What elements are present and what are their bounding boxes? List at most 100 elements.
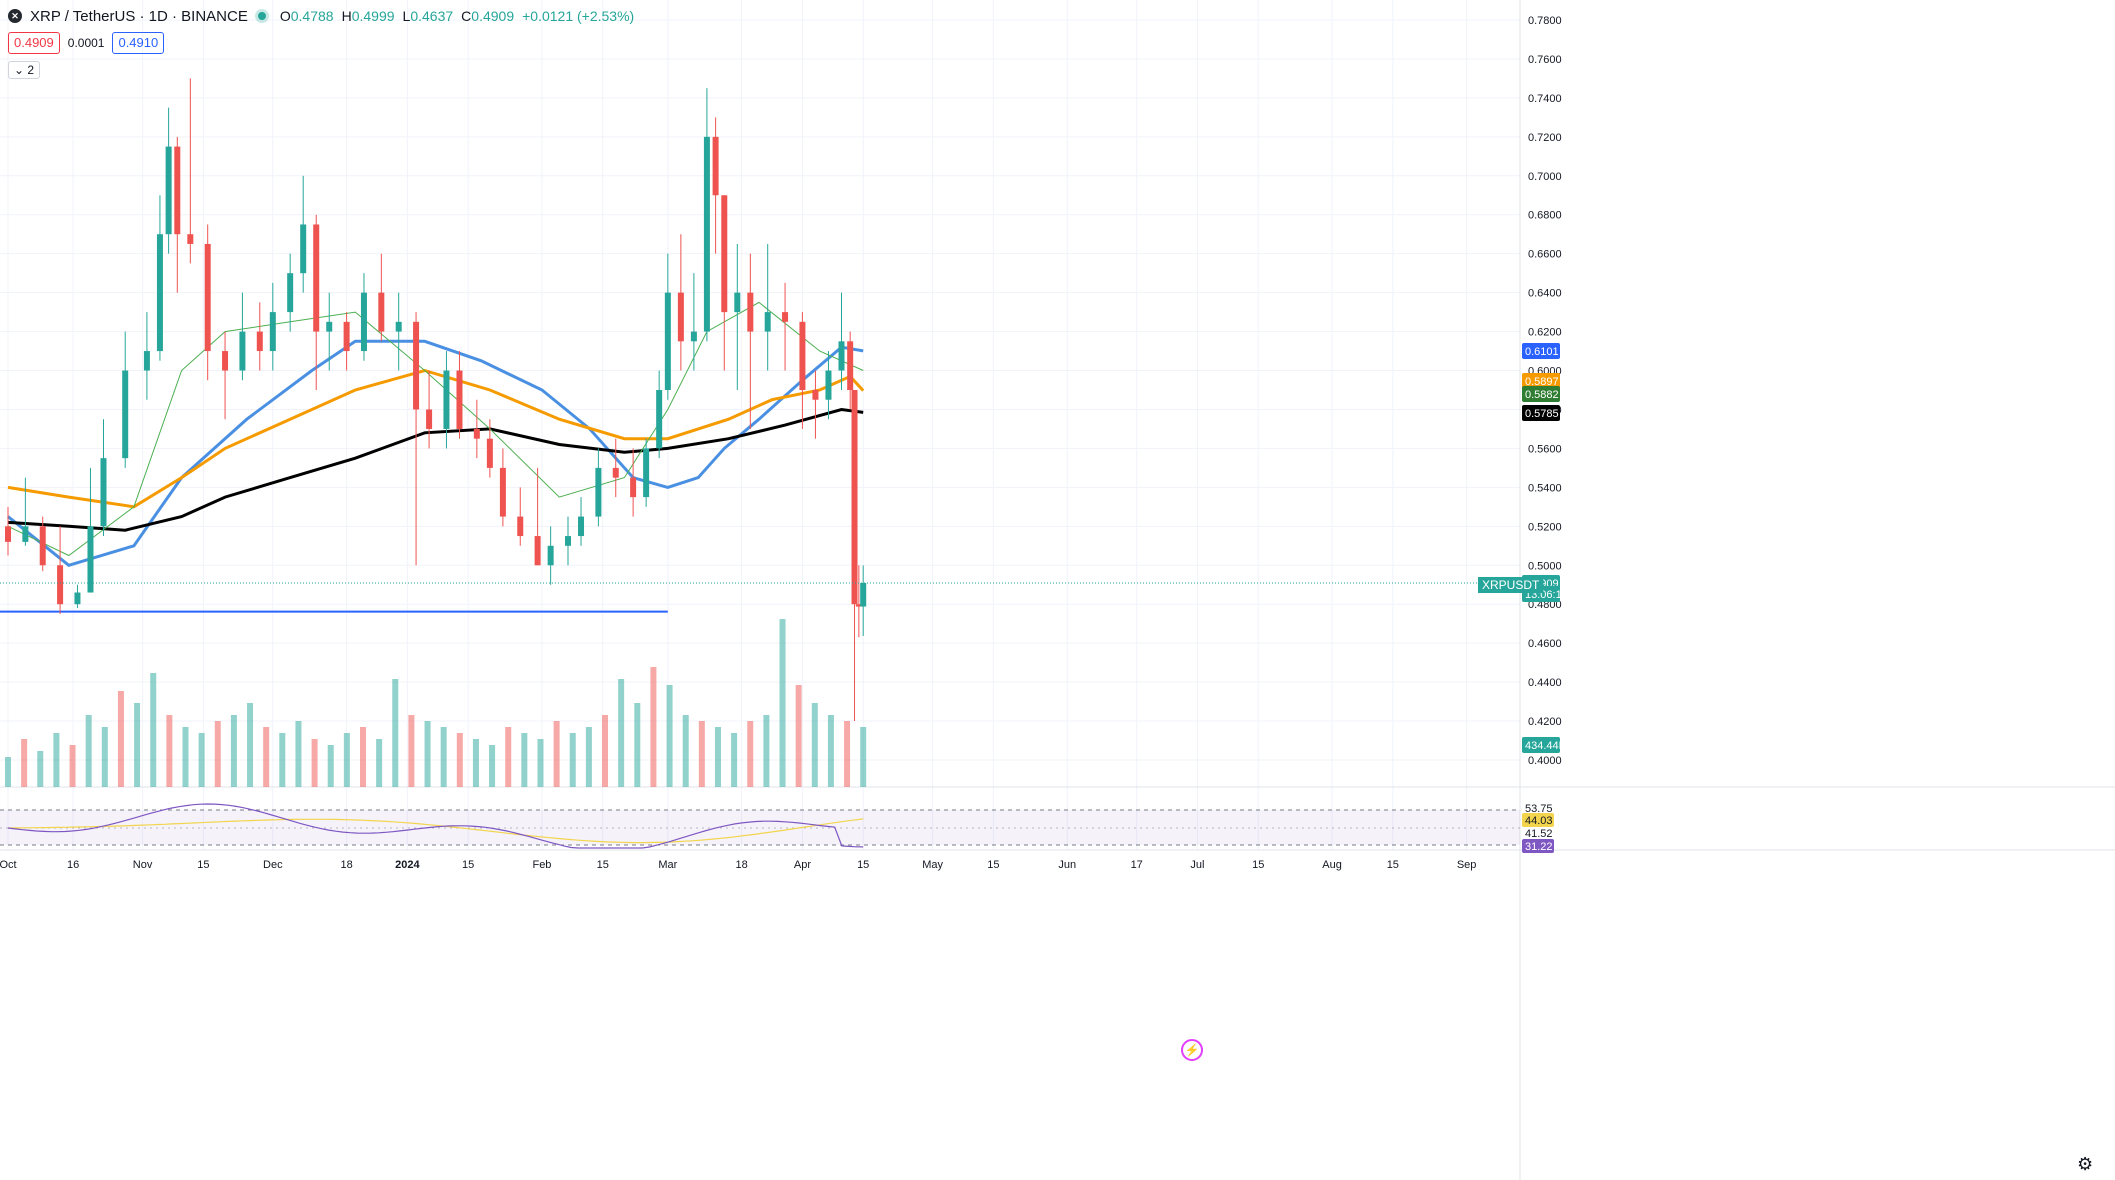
candle-body [22, 526, 29, 542]
price-label-bg [1522, 373, 1560, 389]
candle-body [5, 526, 11, 542]
candle-body [360, 292, 367, 352]
candle-body [612, 467, 619, 478]
volume-bar [811, 703, 818, 787]
x-tick-label: 15 [1252, 859, 1264, 871]
rsi-ma-line [7, 818, 864, 844]
volume-bar [424, 721, 431, 787]
chart-header: ✕ XRP / TetherUS · 1D · BINANCE O0.4788 … [8, 5, 634, 27]
buy-button[interactable]: 0.4910 [112, 32, 165, 54]
candle-body [734, 292, 741, 313]
volume-bar [134, 703, 141, 787]
y-tick-label: 0.5200 [1528, 521, 1562, 533]
indicators-count: 2 [27, 63, 35, 77]
volume-bar [666, 685, 673, 787]
x-tick-label: Aug [1322, 859, 1342, 871]
indicators-toggle-button[interactable]: ⌄ 2 [8, 61, 41, 79]
y-tick-label: 0.6400 [1528, 288, 1562, 300]
volume-bar [602, 715, 609, 787]
candle-body [174, 146, 181, 235]
candle-body [712, 136, 719, 196]
volume-bar [150, 673, 157, 787]
flash-icon[interactable]: ⚡ [1181, 1039, 1203, 1061]
x-tick-label: Apr [794, 859, 811, 871]
x-tick-label: 16 [67, 859, 79, 871]
candle-body [395, 321, 402, 332]
candle-body [326, 321, 333, 332]
candle-body [256, 331, 263, 352]
rsi-label: 41.52 [1525, 828, 1553, 840]
symbol-title[interactable]: XRP / TetherUS · 1D · BINANCE [30, 7, 248, 25]
volume-bar [650, 667, 657, 787]
candle-body [664, 292, 671, 390]
volume-bar [827, 715, 834, 787]
volume-bar [585, 727, 592, 787]
candle-body [747, 292, 754, 332]
volume-bar [279, 733, 286, 787]
y-tick-label: 0.4600 [1528, 638, 1562, 650]
candle-body [677, 292, 684, 342]
candle-body [838, 341, 845, 371]
candle-body [378, 292, 385, 332]
volume-bar [182, 727, 189, 787]
volume-bar [311, 739, 318, 787]
volume-bar [21, 739, 28, 787]
volume-bar [440, 727, 447, 787]
volume-bar [214, 721, 221, 787]
rsi-label-bg [1522, 813, 1554, 827]
volume-bar [634, 703, 641, 787]
candle-body [74, 592, 81, 605]
y-tick-label: 0.7400 [1528, 93, 1562, 105]
x-tick-label: Mar [658, 859, 677, 871]
y-tick-label: 0.6200 [1528, 327, 1562, 339]
volume-bar [101, 727, 108, 787]
candle-body [187, 234, 194, 244]
y-tick-label: 0.4400 [1528, 677, 1562, 689]
xrp-logo-icon: ✕ [8, 9, 22, 23]
x-tick-label: Oct [0, 859, 17, 871]
volume-bar [117, 691, 124, 787]
candle-body [222, 351, 229, 371]
candle-body [595, 467, 602, 517]
volume-bar [230, 715, 237, 787]
candle-body [656, 390, 663, 449]
gear-icon[interactable]: ⚙ [2077, 1154, 2094, 1174]
moving-average-line [7, 368, 865, 509]
volume-bar [505, 727, 512, 787]
rsi-label: 31.22 [1525, 841, 1553, 853]
volume-bar [37, 751, 44, 787]
volume-bar [553, 721, 560, 787]
volume-bar [521, 733, 528, 787]
candle-body [87, 526, 94, 593]
x-tick-label: May [922, 859, 943, 871]
candle-body [825, 370, 832, 400]
sell-button[interactable]: 0.4909 [8, 32, 60, 54]
y-tick-label: 0.4000 [1528, 755, 1562, 767]
price-label: 0.5897 [1525, 376, 1559, 388]
volume-bar [198, 733, 205, 787]
candle-body [630, 477, 637, 498]
volume-bar [166, 715, 173, 787]
trade-panel: 0.4909 0.0001 0.4910 [8, 32, 165, 54]
rsi-label-bg [1522, 839, 1554, 853]
candle-body [269, 312, 276, 352]
volume-bar [714, 727, 721, 787]
y-tick-label: 0.7000 [1528, 171, 1562, 183]
volume-bar [489, 745, 496, 787]
y-tick-label: 0.4800 [1528, 599, 1562, 611]
high-value: 0.4999 [351, 8, 395, 24]
volume-bar [456, 733, 463, 787]
x-tick-label: 18 [736, 859, 748, 871]
symbol-tag: XRPUSDT [1478, 577, 1544, 593]
candle-body [860, 582, 867, 607]
candle-body [782, 312, 789, 322]
price-label: 0.5785 [1525, 408, 1559, 420]
rsi-label: 44.03 [1525, 815, 1553, 827]
x-tick-label: 15 [197, 859, 209, 871]
y-tick-label: 0.7200 [1528, 132, 1562, 144]
x-tick-label: 15 [987, 859, 999, 871]
candle-body [847, 341, 854, 390]
candle-body [239, 331, 246, 371]
y-tick-label: 0.6800 [1528, 210, 1562, 222]
